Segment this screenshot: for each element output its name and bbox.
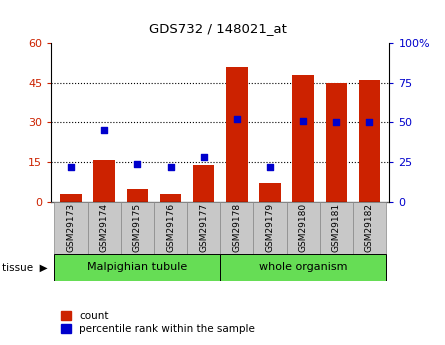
Bar — [54, 202, 88, 254]
Text: GSM29180: GSM29180 — [299, 203, 307, 252]
Bar — [220, 254, 386, 281]
Bar — [127, 189, 148, 202]
Text: GSM29177: GSM29177 — [199, 203, 208, 252]
Point — [167, 164, 174, 170]
Text: GSM29181: GSM29181 — [332, 203, 341, 252]
Text: GSM29173: GSM29173 — [67, 203, 76, 252]
Text: whole organism: whole organism — [259, 263, 348, 272]
Point — [333, 120, 340, 125]
Bar — [121, 202, 154, 254]
Point — [299, 118, 307, 124]
Legend: count, percentile rank within the sample: count, percentile rank within the sample — [57, 307, 259, 338]
Bar — [292, 75, 314, 202]
Bar — [254, 202, 287, 254]
Bar — [160, 194, 181, 202]
Bar — [187, 202, 220, 254]
Text: GSM29174: GSM29174 — [100, 203, 109, 252]
Bar — [287, 202, 320, 254]
Point — [233, 117, 240, 122]
Text: tissue  ▶: tissue ▶ — [2, 263, 48, 272]
Bar — [93, 159, 115, 202]
Bar — [193, 165, 214, 202]
Bar — [220, 202, 254, 254]
Text: Malpighian tubule: Malpighian tubule — [87, 263, 187, 272]
Text: GSM29176: GSM29176 — [166, 203, 175, 252]
Point — [101, 128, 108, 133]
Text: GSM29182: GSM29182 — [365, 203, 374, 252]
Point — [200, 155, 207, 160]
Point — [134, 161, 141, 167]
Bar — [54, 254, 220, 281]
Bar — [353, 202, 386, 254]
Bar — [60, 194, 82, 202]
Text: GSM29178: GSM29178 — [232, 203, 241, 252]
Bar — [259, 183, 281, 202]
Text: GSM29179: GSM29179 — [266, 203, 275, 252]
Bar — [359, 80, 380, 202]
Bar — [326, 83, 347, 202]
Point — [267, 164, 274, 170]
Text: GDS732 / 148021_at: GDS732 / 148021_at — [149, 22, 287, 36]
Bar — [154, 202, 187, 254]
Bar — [226, 67, 247, 202]
Point — [68, 164, 75, 170]
Text: GSM29175: GSM29175 — [133, 203, 142, 252]
Point — [366, 120, 373, 125]
Bar — [320, 202, 353, 254]
Bar — [88, 202, 121, 254]
